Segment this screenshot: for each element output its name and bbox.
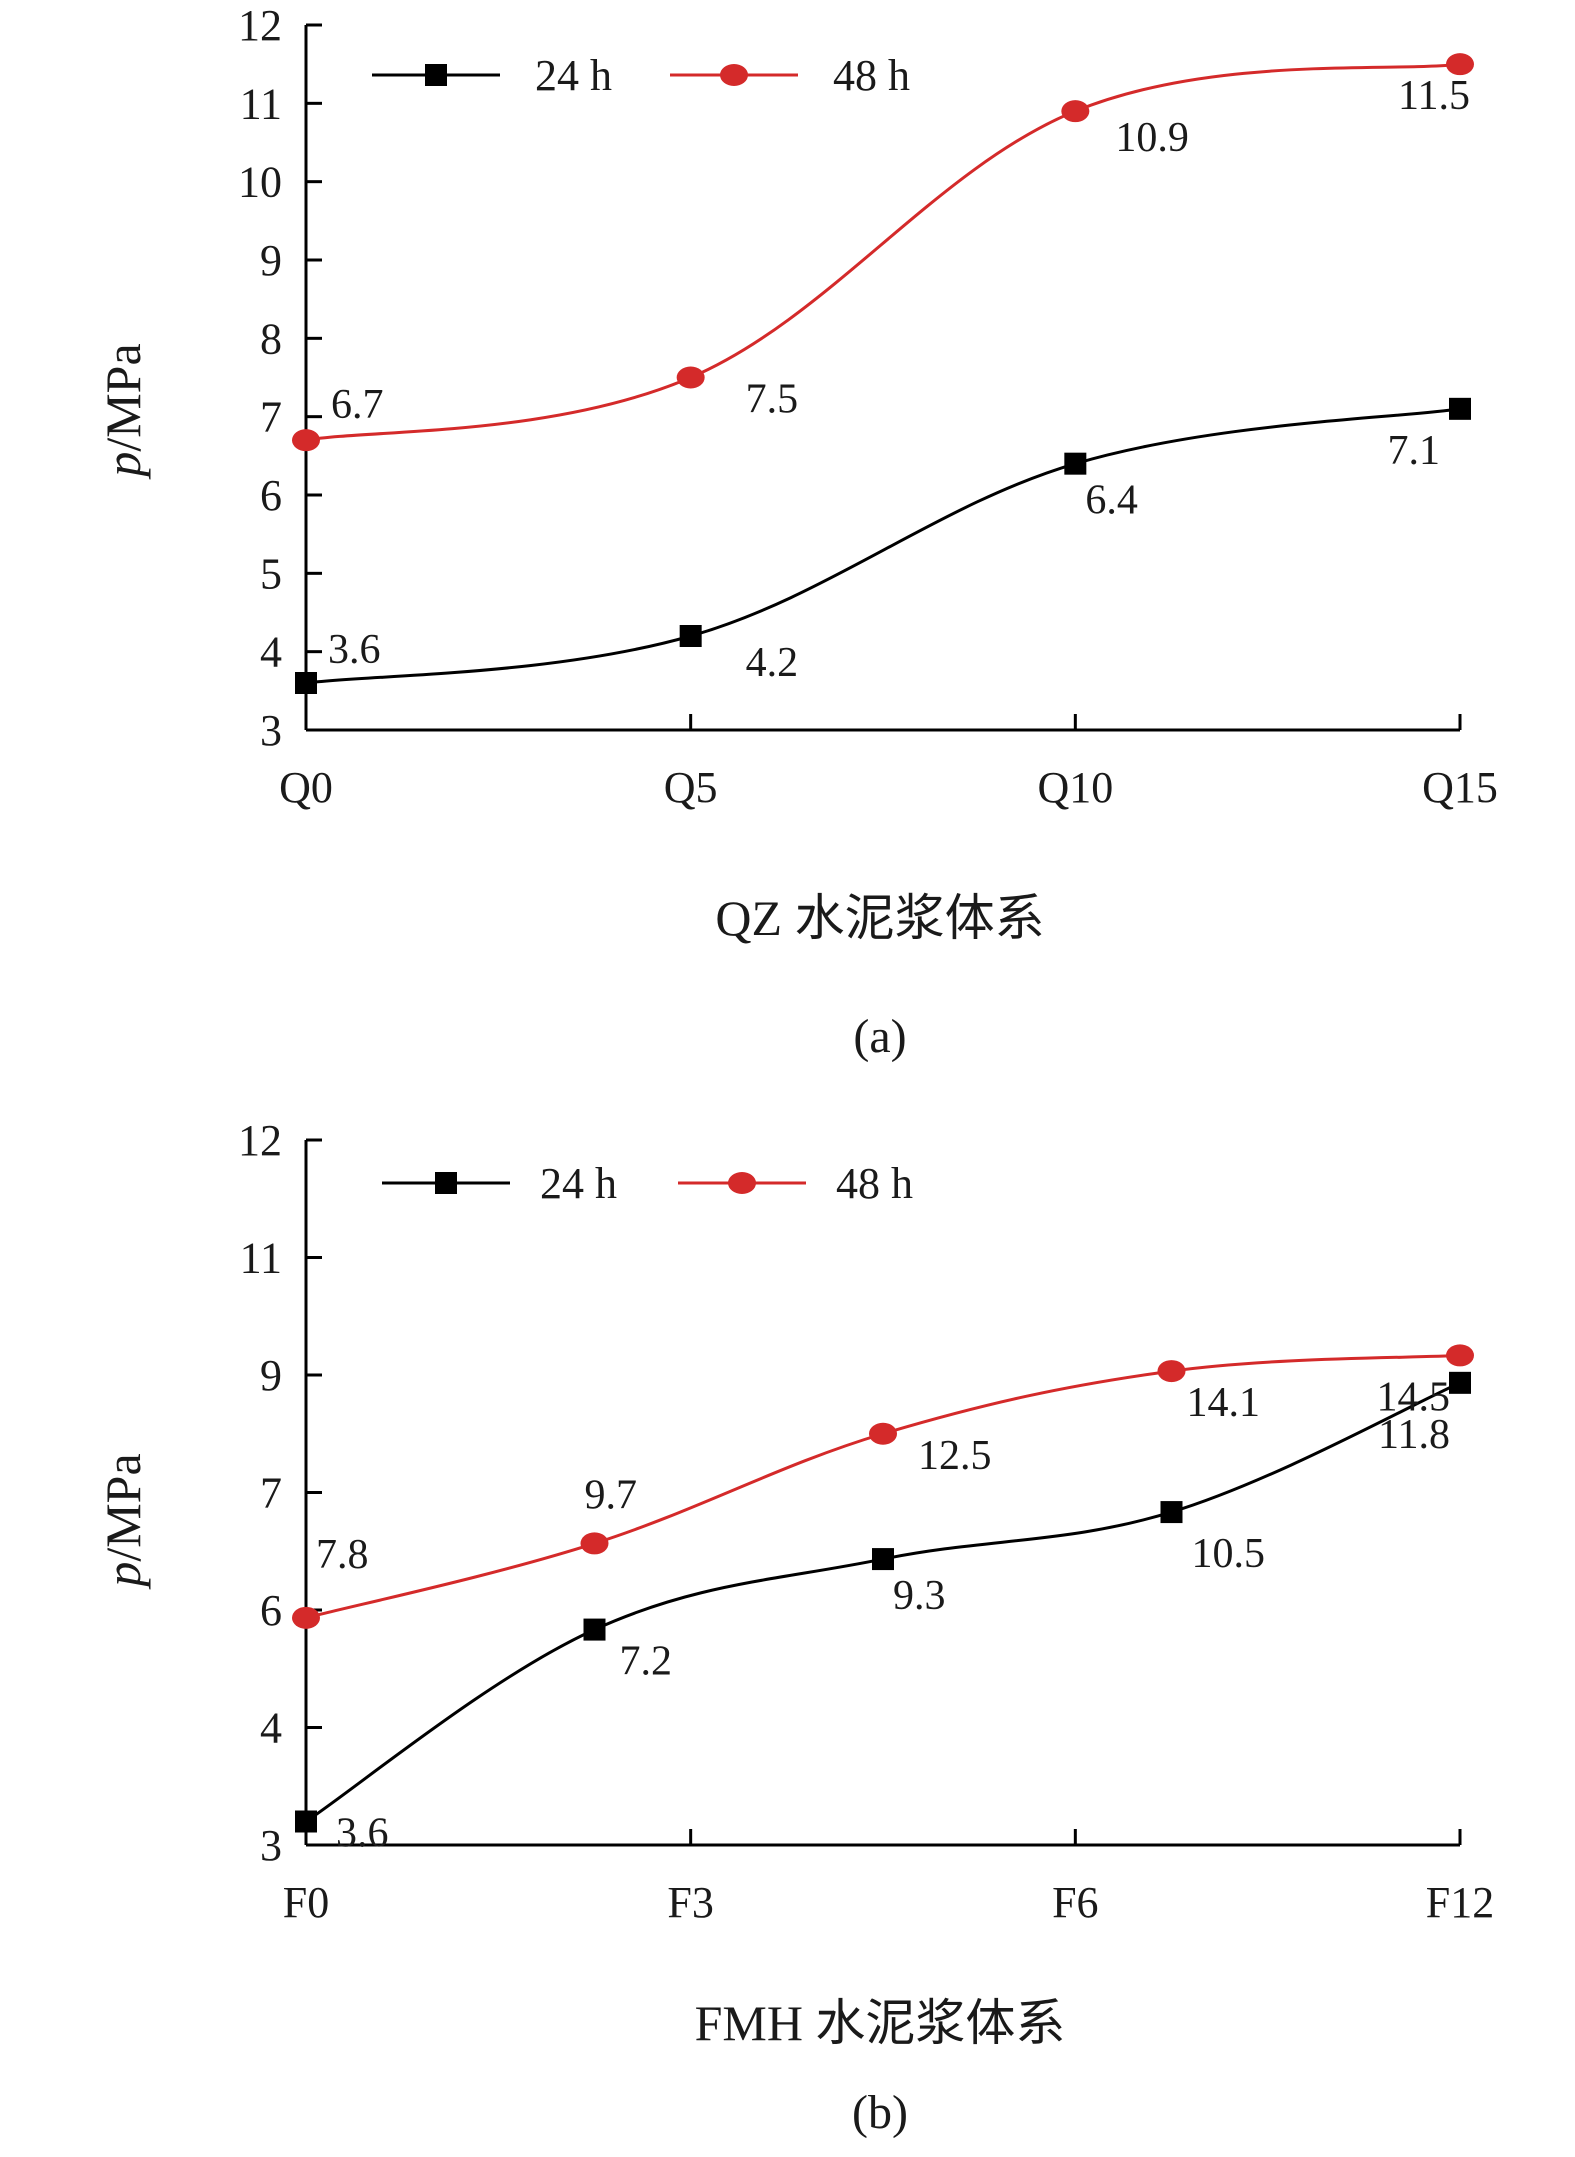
panel-a-y-axis-title: p/MPa — [95, 343, 151, 479]
y-tick-label: 11 — [240, 79, 282, 128]
data-point-marker — [295, 1810, 317, 1833]
data-point-marker — [292, 429, 320, 452]
x-tick-label: F6 — [1052, 1878, 1098, 1927]
y-tick-label: 10 — [238, 158, 282, 207]
panel-a-caption: (a) — [853, 1010, 906, 1063]
y-tick-label: 9 — [260, 236, 282, 285]
data-point-marker — [1449, 397, 1471, 420]
y-tick-label: 3 — [260, 706, 282, 755]
legend-label: 24 h — [540, 1159, 617, 1208]
data-label: 14.1 — [1187, 1380, 1261, 1426]
y-tick-label: 5 — [260, 549, 282, 598]
panel-a-x-ticks: Q0 Q5 Q10 Q15 — [279, 714, 1498, 812]
x-tick-label: Q5 — [664, 763, 718, 812]
data-point-marker — [580, 1532, 609, 1555]
data-point-marker — [1064, 452, 1087, 475]
panel-a-legend: 24 h 48 h — [372, 51, 910, 100]
data-point-marker — [869, 1422, 897, 1445]
panel-a-y-ticks: 3 4 5 6 7 8 9 10 11 12 — [238, 1, 322, 755]
y-tick-label: 7 — [260, 393, 282, 442]
panel-b-x-axis-title: FMH 水泥浆体系 — [695, 1995, 1066, 2051]
x-tick-label: Q10 — [1037, 763, 1113, 812]
data-point-marker — [1160, 1501, 1183, 1524]
panel-b-y-axis-title: p/MPa — [95, 1453, 151, 1589]
x-tick-label: F12 — [1426, 1878, 1494, 1927]
data-label: 11.8 — [1378, 1412, 1450, 1458]
legend-label: 48 h — [836, 1159, 913, 1208]
y-tick-label: 6 — [260, 471, 282, 520]
data-label: 4.2 — [746, 640, 799, 686]
panel-b-caption: (b) — [852, 2086, 908, 2139]
legend-marker — [728, 1172, 756, 1194]
data-label: 10.9 — [1115, 115, 1189, 161]
panel-a-series: 3.6 4.2 6.4 7.1 6.7 7.5 10.9 11.5 — [292, 53, 1474, 694]
legend-marker — [435, 1172, 457, 1194]
data-label: 11.5 — [1398, 73, 1470, 119]
data-label: 9.3 — [893, 1573, 946, 1619]
legend-label: 24 h — [535, 51, 612, 100]
data-label: 7.2 — [620, 1639, 673, 1685]
y-tick-label: 12 — [238, 1116, 282, 1165]
data-point-marker — [1446, 53, 1474, 76]
x-tick-label: Q15 — [1422, 763, 1498, 812]
panel-b: 3 4 6 7 9 11 12 F0 F3 F6 F12 3.6 7.2 9.3 10.5 11.8 7.8… — [95, 1116, 1494, 2139]
data-label: 3.6 — [336, 1811, 389, 1857]
y-tick-label: 3 — [260, 1821, 282, 1870]
data-label: 9.7 — [585, 1472, 638, 1518]
data-label: 3.6 — [328, 627, 381, 673]
data-point-marker — [1157, 1360, 1186, 1383]
data-point-marker — [1061, 100, 1090, 123]
data-label: 6.4 — [1085, 478, 1138, 524]
data-label: 7.8 — [316, 1532, 369, 1578]
data-point-marker — [676, 366, 705, 389]
data-label: 10.5 — [1192, 1531, 1266, 1577]
data-point-marker — [679, 625, 702, 647]
legend-marker — [425, 64, 447, 86]
data-label: 12.5 — [918, 1433, 992, 1479]
panel-b-y-ticks: 3 4 6 7 9 11 12 — [238, 1116, 322, 1870]
y-tick-label: 6 — [260, 1586, 282, 1635]
y-tick-label: 7 — [260, 1469, 282, 1518]
y-tick-label: 8 — [260, 314, 282, 363]
data-label: 6.7 — [331, 382, 384, 428]
x-tick-label: Q0 — [279, 763, 333, 812]
data-point-marker — [295, 672, 317, 694]
data-label: 14.5 — [1377, 1374, 1451, 1420]
x-tick-label: F0 — [283, 1878, 329, 1927]
series-line-24h — [305, 407, 1461, 685]
data-point-marker — [1449, 1371, 1471, 1394]
data-point-marker — [1446, 1344, 1474, 1367]
data-label: 7.5 — [746, 377, 799, 423]
data-point-marker — [872, 1548, 894, 1571]
y-tick-label: 11 — [240, 1234, 282, 1283]
y-tick-label: 4 — [260, 628, 282, 677]
series-line-48h — [305, 1353, 1461, 1620]
y-tick-label: 12 — [238, 1, 282, 50]
panel-b-series: 3.6 7.2 9.3 10.5 11.8 7.8 9.7 12.5 14.1 14.5 — [292, 1344, 1474, 1857]
y-tick-label: 4 — [260, 1704, 282, 1753]
data-point-marker — [583, 1618, 606, 1641]
y-tick-label: 9 — [260, 1351, 282, 1400]
panel-b-legend: 24 h 48 h — [382, 1159, 913, 1208]
panel-a-x-axis-title: QZ 水泥浆体系 — [715, 890, 1044, 946]
legend-marker — [720, 64, 748, 86]
data-label: 7.1 — [1388, 428, 1441, 474]
series-line-24h — [305, 1381, 1461, 1823]
series-line-48h — [305, 62, 1461, 442]
data-point-marker — [292, 1606, 320, 1629]
legend-label: 48 h — [833, 51, 910, 100]
panel-a: 3 4 5 6 7 8 9 10 11 12 Q0 Q5 Q10 Q15 3.6 4.2 6.4 7.1 6.7… — [95, 1, 1498, 1063]
x-tick-label: F3 — [667, 1878, 713, 1927]
